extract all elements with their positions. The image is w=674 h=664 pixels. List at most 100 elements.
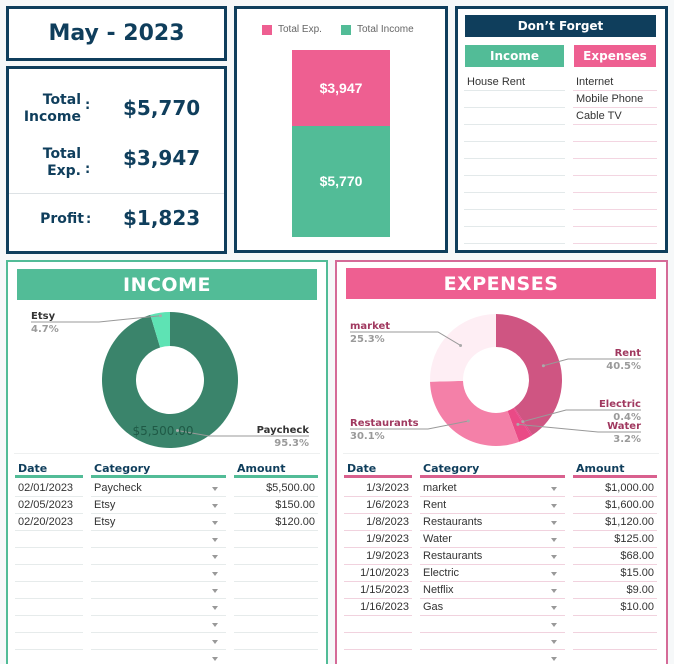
table-cell-date[interactable]: 1/10/2023 (344, 565, 412, 582)
table-cell-date[interactable]: 02/01/2023 (15, 480, 83, 497)
dropdown-arrow-icon[interactable] (551, 657, 557, 661)
table-cell-amount[interactable] (234, 599, 318, 616)
table-cell-date[interactable] (15, 531, 83, 548)
dropdown-arrow-icon[interactable] (551, 521, 557, 525)
table-cell-date[interactable] (15, 633, 83, 650)
table-cell-date[interactable]: 1/6/2023 (344, 497, 412, 514)
table-cell-amount[interactable] (573, 650, 657, 664)
dropdown-arrow-icon[interactable] (551, 487, 557, 491)
table-cell-amount[interactable]: $10.00 (573, 599, 657, 616)
table-cell-date[interactable] (15, 616, 83, 633)
table-cell-category[interactable] (91, 531, 226, 548)
dropdown-arrow-icon[interactable] (212, 487, 218, 491)
table-cell-category[interactable] (420, 633, 565, 650)
table-cell-category[interactable]: Etsy (91, 497, 226, 514)
table-cell-category[interactable] (420, 616, 565, 633)
dropdown-arrow-icon[interactable] (212, 538, 218, 542)
table-cell-amount[interactable]: $1,120.00 (573, 514, 657, 531)
dont-forget-item[interactable] (573, 159, 657, 176)
table-cell-amount[interactable] (234, 582, 318, 599)
table-cell-category[interactable]: Restaurants (420, 548, 565, 565)
dropdown-arrow-icon[interactable] (212, 657, 218, 661)
dont-forget-item[interactable] (464, 244, 565, 261)
table-cell-date[interactable] (15, 599, 83, 616)
dont-forget-item[interactable] (464, 142, 565, 159)
table-cell-amount[interactable] (573, 633, 657, 650)
table-cell-category[interactable]: Gas (420, 599, 565, 616)
dont-forget-item[interactable]: Internet (573, 74, 657, 91)
table-cell-date[interactable] (15, 548, 83, 565)
dropdown-arrow-icon[interactable] (551, 606, 557, 610)
dont-forget-item[interactable] (573, 244, 657, 261)
table-cell-amount[interactable] (234, 531, 318, 548)
dropdown-arrow-icon[interactable] (212, 521, 218, 525)
dropdown-arrow-icon[interactable] (212, 623, 218, 627)
table-cell-amount[interactable]: $5,500.00 (234, 480, 318, 497)
table-cell-category[interactable]: Water (420, 531, 565, 548)
dont-forget-item[interactable] (464, 193, 565, 210)
table-cell-amount[interactable]: $125.00 (573, 531, 657, 548)
dont-forget-item[interactable] (573, 227, 657, 244)
table-cell-amount[interactable] (234, 548, 318, 565)
table-cell-amount[interactable] (234, 565, 318, 582)
dont-forget-item[interactable] (573, 142, 657, 159)
table-cell-amount[interactable]: $68.00 (573, 548, 657, 565)
dont-forget-item[interactable] (464, 91, 565, 108)
table-cell-category[interactable] (91, 582, 226, 599)
table-cell-date[interactable] (15, 582, 83, 599)
dont-forget-item[interactable] (464, 108, 565, 125)
table-cell-category[interactable] (91, 650, 226, 664)
table-cell-category[interactable]: Rent (420, 497, 565, 514)
table-cell-category[interactable] (91, 616, 226, 633)
table-cell-amount[interactable]: $150.00 (234, 497, 318, 514)
dropdown-arrow-icon[interactable] (551, 572, 557, 576)
dropdown-arrow-icon[interactable] (551, 623, 557, 627)
table-cell-category[interactable] (91, 599, 226, 616)
table-cell-category[interactable] (91, 548, 226, 565)
dont-forget-item[interactable]: House Rent (464, 74, 565, 91)
table-cell-amount[interactable]: $120.00 (234, 514, 318, 531)
dropdown-arrow-icon[interactable] (551, 640, 557, 644)
table-cell-category[interactable] (91, 565, 226, 582)
dont-forget-item[interactable] (464, 125, 565, 142)
table-cell-date[interactable]: 1/8/2023 (344, 514, 412, 531)
dropdown-arrow-icon[interactable] (212, 555, 218, 559)
table-cell-date[interactable] (15, 650, 83, 664)
table-cell-date[interactable]: 1/3/2023 (344, 480, 412, 497)
dont-forget-item[interactable] (464, 176, 565, 193)
table-cell-date[interactable] (15, 565, 83, 582)
dropdown-arrow-icon[interactable] (212, 504, 218, 508)
table-cell-amount[interactable] (573, 616, 657, 633)
dropdown-arrow-icon[interactable] (212, 640, 218, 644)
table-cell-date[interactable]: 1/9/2023 (344, 548, 412, 565)
table-cell-category[interactable]: Etsy (91, 514, 226, 531)
dropdown-arrow-icon[interactable] (212, 589, 218, 593)
table-cell-amount[interactable]: $15.00 (573, 565, 657, 582)
table-cell-category[interactable] (91, 633, 226, 650)
table-cell-category[interactable]: Restaurants (420, 514, 565, 531)
dont-forget-item[interactable] (573, 125, 657, 142)
table-cell-category[interactable]: Netflix (420, 582, 565, 599)
dont-forget-item[interactable] (573, 176, 657, 193)
dont-forget-item[interactable] (573, 210, 657, 227)
table-cell-date[interactable]: 1/15/2023 (344, 582, 412, 599)
table-cell-amount[interactable]: $1,000.00 (573, 480, 657, 497)
dropdown-arrow-icon[interactable] (551, 538, 557, 542)
table-cell-amount[interactable] (234, 616, 318, 633)
dropdown-arrow-icon[interactable] (551, 555, 557, 559)
dont-forget-item[interactable]: Mobile Phone (573, 91, 657, 108)
dropdown-arrow-icon[interactable] (551, 504, 557, 508)
table-cell-date[interactable]: 02/05/2023 (15, 497, 83, 514)
dont-forget-item[interactable] (464, 210, 565, 227)
table-cell-date[interactable]: 1/9/2023 (344, 531, 412, 548)
table-cell-amount[interactable] (234, 650, 318, 664)
dont-forget-item[interactable] (464, 159, 565, 176)
table-cell-amount[interactable]: $9.00 (573, 582, 657, 599)
table-cell-date[interactable]: 1/16/2023 (344, 599, 412, 616)
table-cell-category[interactable]: market (420, 480, 565, 497)
dropdown-arrow-icon[interactable] (551, 589, 557, 593)
dont-forget-item[interactable] (464, 227, 565, 244)
table-cell-category[interactable] (420, 650, 565, 664)
table-cell-amount[interactable]: $1,600.00 (573, 497, 657, 514)
dont-forget-item[interactable]: Cable TV (573, 108, 657, 125)
